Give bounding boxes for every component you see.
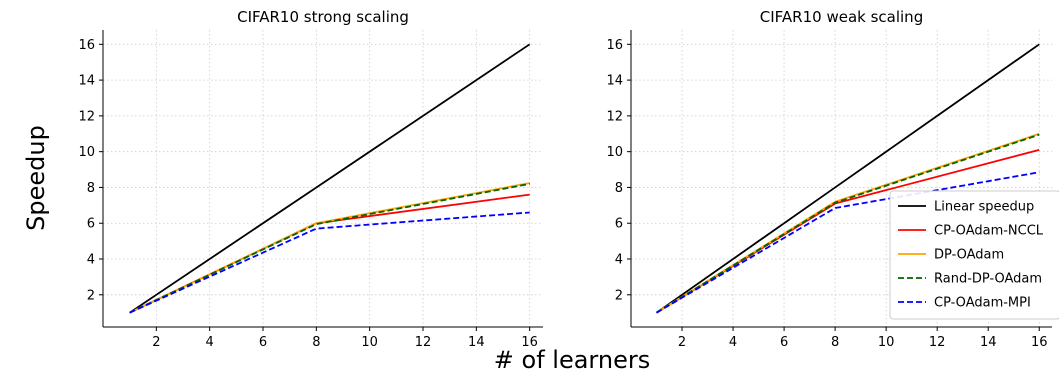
chart-panel-weak-scaling: 2 4 6 8 10 12 14 16 2 4 6 8 10 12 14 16 CIFAR10 weak sca… [606,8,1059,350]
series-line-linear-speedup [129,43,531,314]
x-tick-label: 2 [152,335,160,350]
legend-label: DP-OAdam [934,248,1004,263]
x-tick-label: 16 [521,335,538,350]
x-tick-label: 8 [831,335,839,350]
y-tick-label: 14 [78,74,95,89]
series-line-linear-speedup [655,43,1040,314]
series-line-cp-oadam-mpi [656,171,1040,314]
y-tick-label: 4 [87,253,95,268]
x-tick-label: 4 [729,335,737,350]
x-tick-label: 12 [929,335,946,350]
legend-label: Rand-DP-OAdam [934,272,1042,287]
y-tick-label: 6 [615,217,623,232]
chart-title: CIFAR10 weak scaling [760,8,923,26]
y-tick-label: 12 [606,109,623,124]
y-axis-label: Speedup [22,125,50,231]
x-tick-label: 14 [468,335,485,350]
y-tick-label: 8 [615,181,623,196]
y-tick-label: 14 [606,74,623,89]
y-tick-label: 12 [78,109,95,124]
y-tick-label: 16 [606,38,623,53]
x-tick-label: 8 [312,335,320,350]
legend: Linear speedup CP-OAdam-NCCL DP-OAdam Rand-… [889,190,1059,320]
y-tick-label: 2 [87,288,95,303]
legend-label: CP-OAdam-MPI [934,296,1031,311]
y-tick-label: 8 [87,181,95,196]
series-line-cp-oadam-mpi [129,211,530,314]
x-tick-label: 4 [206,335,214,350]
x-tick-label: 6 [259,335,267,350]
x-tick-label: 6 [780,335,788,350]
y-tick-label: 4 [615,253,623,268]
legend-label: Linear speedup [934,200,1034,215]
x-tick-label: 2 [678,335,686,350]
series-line-rand-dp-oadam [129,182,530,314]
x-tick-label: 10 [361,335,378,350]
y-tick-label: 16 [78,38,95,53]
y-tick-label: 2 [615,288,623,303]
x-tick-label: 10 [878,335,895,350]
y-tick-label: 10 [78,145,95,160]
series-line-rand-dp-oadam [656,133,1040,314]
y-tick-label: 10 [606,145,623,160]
y-tick-label: 6 [87,217,95,232]
chart-panel-strong-scaling: 2 4 6 8 10 12 14 16 2 4 6 8 10 12 14 16 CIFAR10 strong s… [78,8,543,350]
x-axis-label: # of learners [494,346,650,372]
x-tick-label: 12 [415,335,432,350]
x-tick-label: 14 [980,335,997,350]
legend-label: CP-OAdam-NCCL [934,224,1044,239]
legend-box [889,190,1059,320]
series-line-cp-oadam-nccl [129,193,530,314]
x-tick-label: 16 [1031,335,1048,350]
chart-title: CIFAR10 strong scaling [237,8,409,26]
